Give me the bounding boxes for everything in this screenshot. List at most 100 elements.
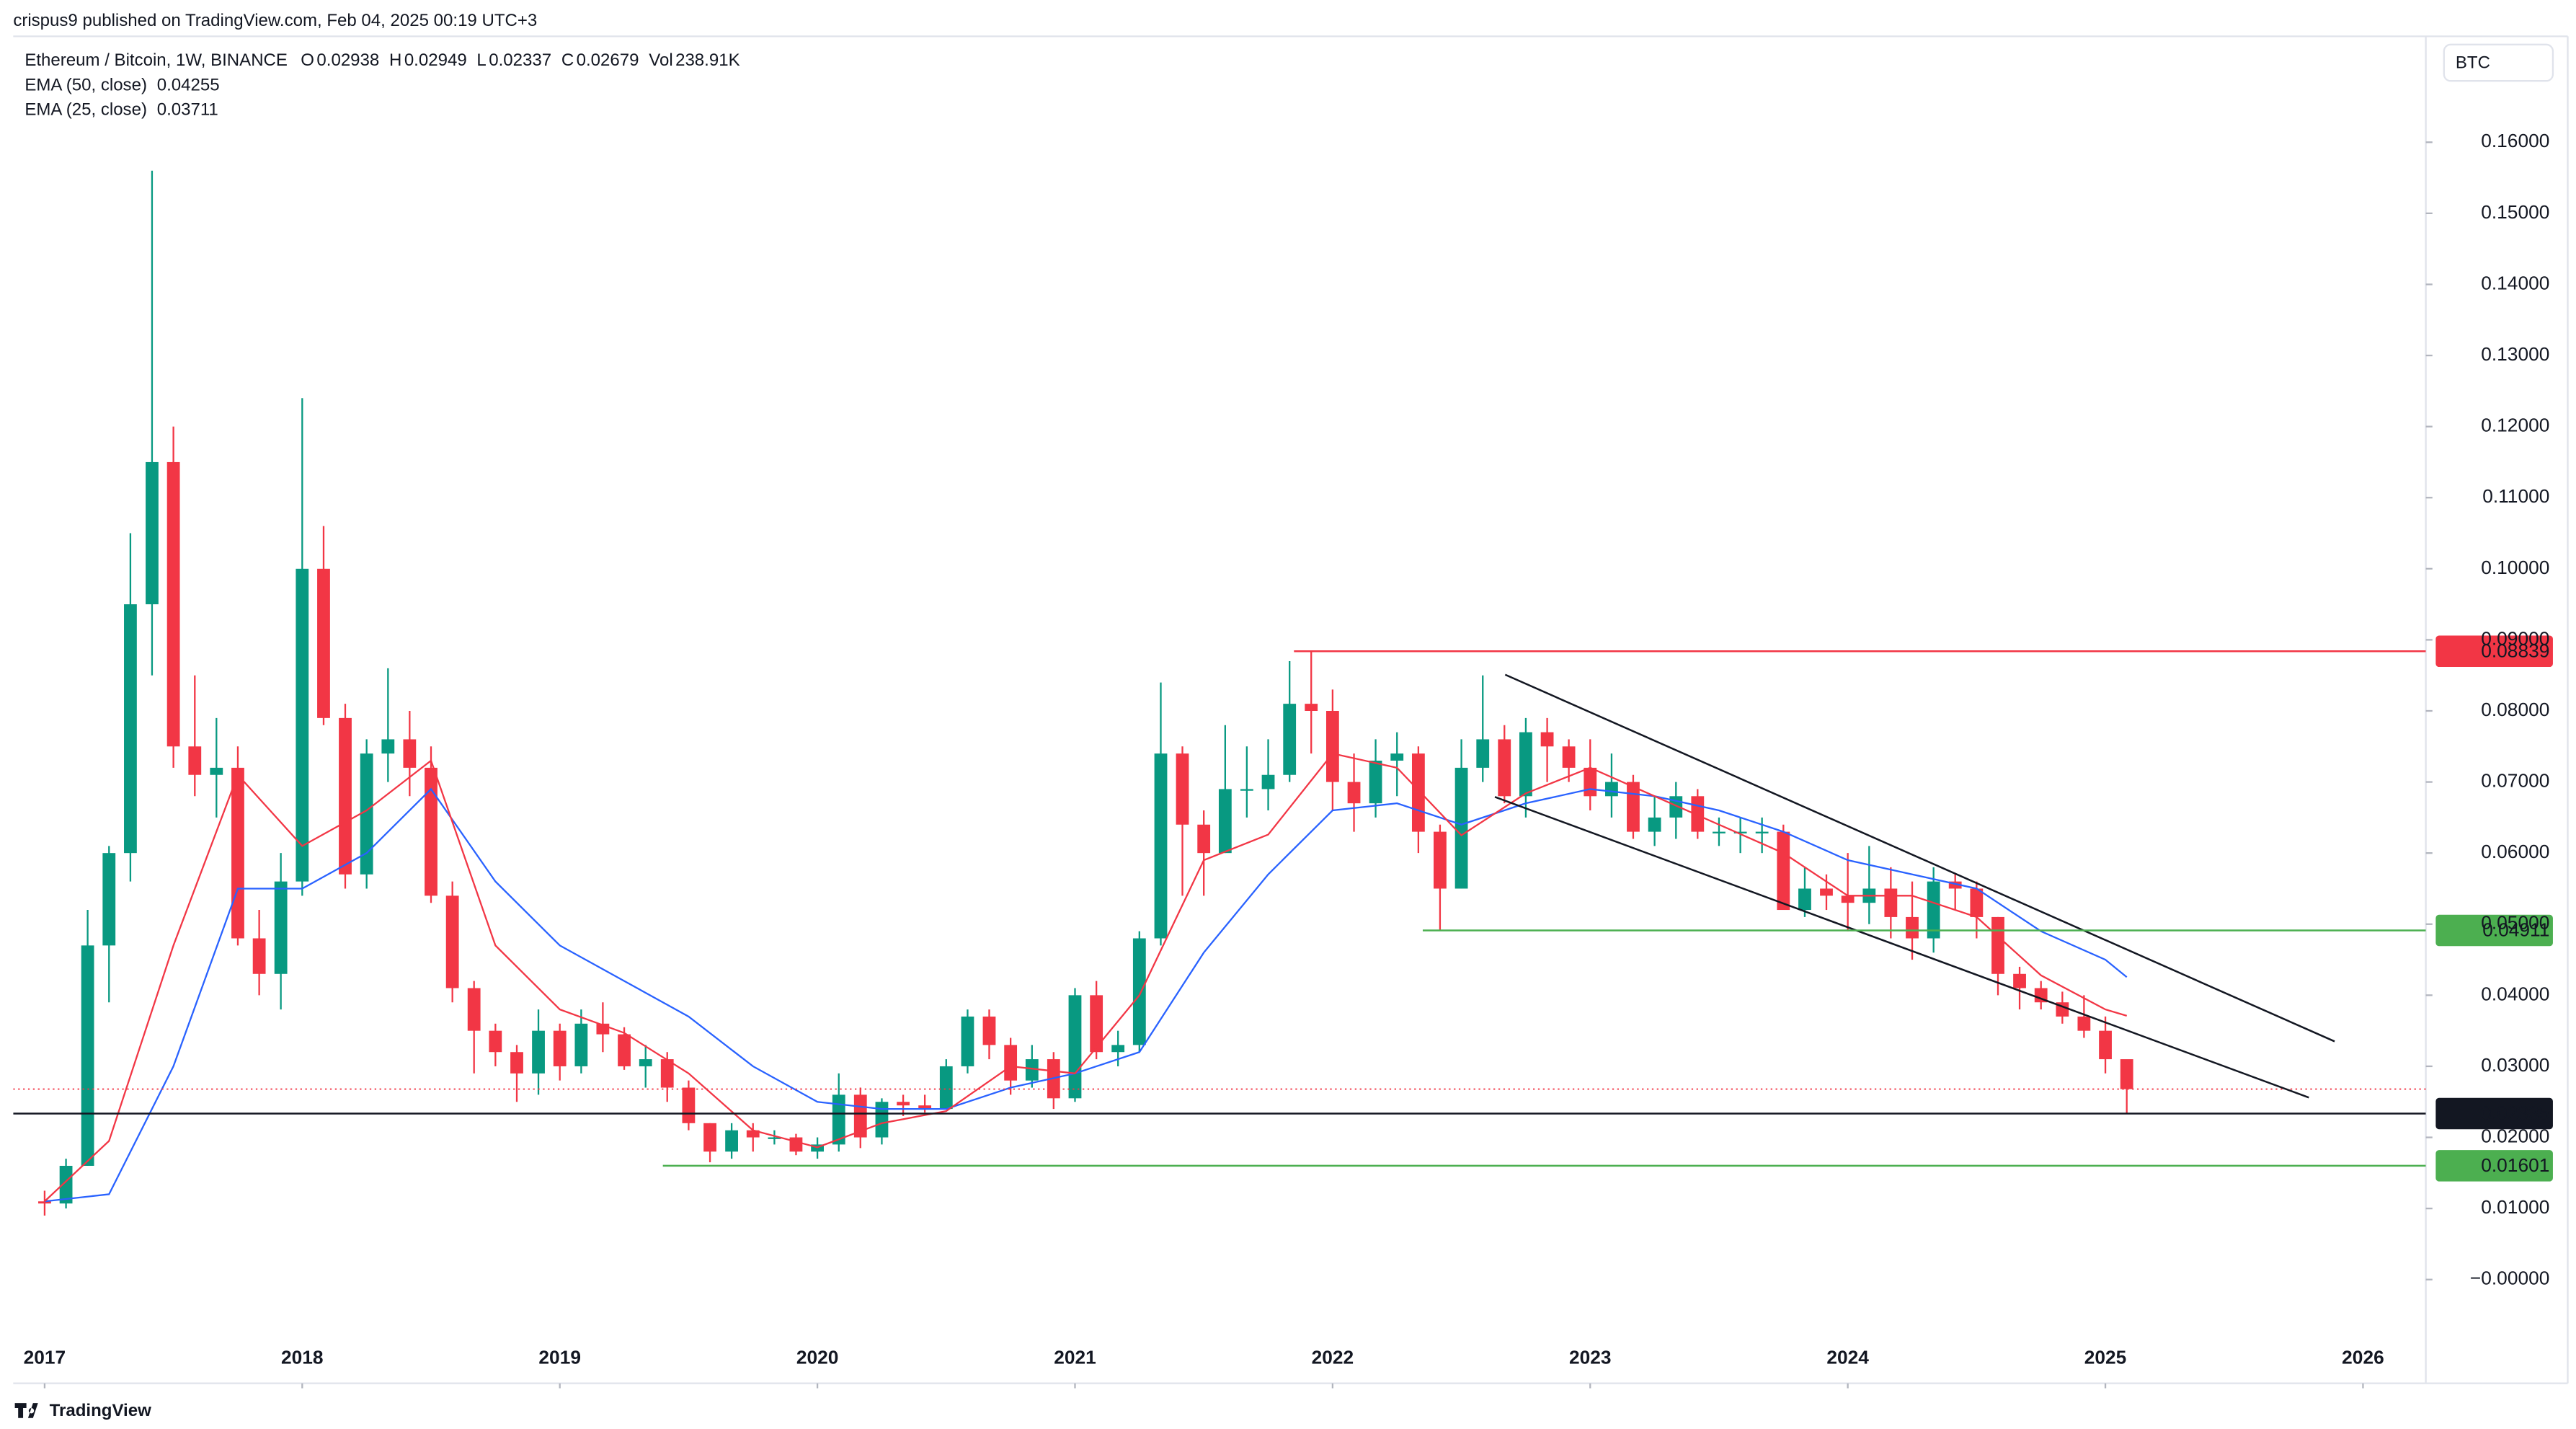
x-tick-label: 2020 (796, 1346, 839, 1368)
volume-value: 238.91K (675, 50, 740, 70)
candle-body (252, 938, 266, 974)
candle-body (166, 461, 180, 747)
y-tick-label: 0.13000 (2481, 343, 2549, 365)
candle-body (768, 1137, 781, 1139)
ohlc-value: 0.02679 (577, 50, 639, 70)
plot-area (13, 170, 2426, 1216)
candle-body (1519, 732, 1532, 797)
candle-body (639, 1059, 652, 1066)
candle-body (146, 461, 159, 605)
candle-body (2077, 1016, 2091, 1031)
candle-body (875, 1102, 889, 1138)
x-tick-label: 2021 (1054, 1346, 1096, 1368)
candle-body (210, 767, 223, 775)
ohlc-label: L (476, 50, 486, 70)
ohlc-value: 0.02938 (316, 50, 379, 70)
candle-body (1777, 831, 1790, 911)
y-tick-label: 0.16000 (2481, 130, 2549, 151)
candle-body (1305, 704, 1318, 711)
candle-body (1369, 761, 1382, 804)
volume-label: Vol (649, 50, 672, 70)
candle-body (853, 1094, 867, 1138)
ohlc-value: 0.02949 (404, 50, 467, 70)
candle-body (789, 1137, 803, 1152)
y-tick-label: 0.09000 (2481, 627, 2549, 649)
candle-body (897, 1102, 910, 1106)
candle-body (532, 1030, 545, 1074)
candle-body (1132, 938, 1146, 1045)
candle-body (1605, 782, 1618, 797)
candle-body (38, 1201, 51, 1204)
candle-body (1090, 995, 1103, 1053)
candle-body (1390, 753, 1404, 761)
candle-body (1906, 916, 1919, 939)
candle-body (425, 767, 438, 896)
candle-body (1025, 1059, 1039, 1081)
candle-body (939, 1066, 953, 1110)
candle-body (2099, 1030, 2112, 1060)
candle-body (1970, 888, 1984, 917)
price-label-box (2435, 635, 2553, 668)
candle-body (1197, 824, 1211, 854)
candle-body (660, 1059, 674, 1088)
candle-body (231, 767, 244, 939)
candle-body (961, 1016, 974, 1066)
price-label: 0.01601 (2481, 1154, 2549, 1176)
candle-body (1004, 1045, 1018, 1081)
legend-entry: EMA (25, close) (25, 100, 147, 120)
price-label: 0.08839 (2481, 640, 2549, 661)
candle-body (1261, 774, 1275, 789)
candle-body (403, 739, 417, 768)
candle-body (1733, 831, 1747, 833)
y-tick-label: 0.02000 (2481, 1125, 2549, 1146)
ema-line (44, 752, 2128, 1203)
y-tick-label: 0.14000 (2481, 272, 2549, 293)
candle-body (296, 568, 309, 882)
candle-body (2120, 1059, 2133, 1089)
ohlc-label: C (561, 50, 574, 70)
x-tick-label: 2019 (538, 1346, 581, 1368)
x-tick-label: 2022 (1312, 1346, 1354, 1368)
candle-body (553, 1030, 567, 1066)
candle-body (1584, 767, 1597, 797)
y-tick-label: 0.06000 (2481, 841, 2549, 862)
candle-body (381, 739, 395, 754)
y-tick-label: 0.01000 (2481, 1196, 2549, 1218)
candle-body (274, 881, 288, 974)
candle-body (1713, 831, 1726, 833)
candle-body (682, 1087, 696, 1123)
currency[interactable]: BTC (2456, 53, 2490, 73)
candle-body (1927, 881, 1940, 939)
candle-body (618, 1034, 631, 1066)
y-tick-label: 0.10000 (2481, 557, 2549, 578)
candle-body (832, 1094, 845, 1145)
y-tick-label: −0.00000 (2470, 1267, 2549, 1289)
candle-body (102, 853, 116, 946)
candle-body (1798, 888, 1811, 911)
candle-body (1648, 817, 1661, 832)
candle-body (574, 1023, 588, 1066)
y-tick-label: 0.03000 (2481, 1054, 2549, 1076)
trend-line (1504, 673, 2335, 1043)
candle-body (1283, 704, 1297, 775)
y-tick-label: 0.12000 (2481, 415, 2549, 436)
x-tick-label: 2025 (2084, 1346, 2127, 1368)
candle-body (1411, 753, 1425, 832)
candle-body (1476, 739, 1490, 768)
candle-body (1498, 739, 1511, 797)
price-label-box (2435, 1150, 2553, 1182)
brand-logo (14, 1403, 38, 1418)
candle-body (2013, 973, 2026, 988)
currency-box[interactable] (2443, 43, 2554, 82)
candle-body (339, 717, 352, 875)
candle-body (1240, 789, 1253, 791)
candle-body (1948, 881, 1962, 889)
candle-body (467, 988, 481, 1031)
x-tick-label: 2018 (281, 1346, 324, 1368)
candle-body (81, 945, 94, 1166)
candle-body (725, 1130, 738, 1152)
candle-body (1434, 831, 1447, 889)
candle-body (1562, 746, 1576, 768)
